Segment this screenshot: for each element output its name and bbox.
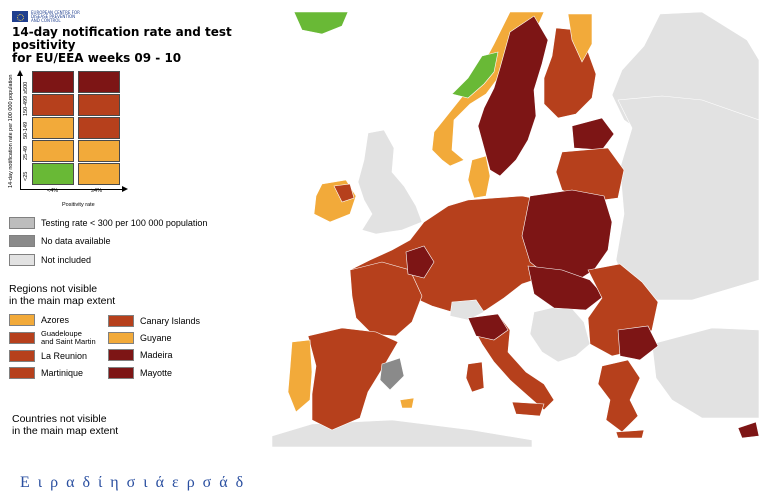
denmark — [467, 155, 491, 199]
estonia — [571, 117, 615, 151]
matrix-cell — [78, 94, 120, 116]
norway-green — [451, 51, 499, 99]
matrix-cell — [78, 71, 120, 93]
crete — [615, 429, 645, 439]
region-swatch — [108, 349, 134, 361]
europe-map — [272, 0, 759, 447]
norway-north — [293, 11, 349, 35]
balkans-not-included — [529, 303, 591, 363]
region-swatch — [9, 314, 35, 326]
legend-panel: EUROPEAN CENTRE FOR DISEASE PREVENTION A… — [0, 0, 272, 488]
balearic — [399, 397, 415, 409]
sweden — [477, 15, 549, 177]
matrix-cell — [32, 94, 74, 116]
matrix-cell — [78, 163, 120, 185]
legend-not-included-label: Not included — [41, 255, 92, 265]
france-west — [349, 261, 423, 337]
matrix-cell — [32, 117, 74, 139]
region-swatch — [9, 350, 35, 362]
row-label-25: <25 — [23, 171, 29, 181]
map-title: 14-day notification rate and test positi… — [12, 25, 232, 65]
ecdc-logo-icon — [12, 11, 28, 22]
matrix-cell — [78, 140, 120, 162]
row-label-500: ≥500 — [23, 81, 29, 94]
matrix-cell — [32, 71, 74, 93]
cyprus — [737, 421, 759, 439]
legend-testing-label: Testing rate < 300 per 100 000 populatio… — [41, 218, 208, 228]
region-swatch — [108, 315, 134, 327]
finland-south — [567, 13, 593, 63]
turkey — [651, 327, 759, 419]
region-swatch — [9, 367, 35, 379]
logo-text: EUROPEAN CENTRE FOR DISEASE PREVENTION A… — [31, 10, 80, 23]
paris-region — [405, 245, 435, 279]
countries-note: Countries not visible in the main map ex… — [12, 413, 119, 437]
regions-heading: Regions not visible in the main map exte… — [9, 283, 116, 307]
sicily — [511, 401, 545, 417]
catalonia — [379, 357, 405, 391]
row-label-50-149: 50-149 — [23, 121, 29, 139]
region-swatch — [108, 332, 134, 344]
col-label-ge4: ≥4% — [91, 188, 102, 194]
y-axis-label: 14-day notification rate per 100 000 pop… — [8, 74, 14, 188]
bulgaria-dark — [617, 325, 659, 361]
switzerland — [449, 299, 485, 321]
matrix-cell — [78, 117, 120, 139]
x-axis-arrow — [20, 186, 128, 192]
y-axis-arrow — [17, 70, 23, 189]
matrix-cell — [32, 140, 74, 162]
greece — [597, 359, 641, 433]
russia-east — [615, 95, 759, 301]
hungary-slovakia — [527, 265, 605, 311]
portugal — [287, 339, 313, 413]
footer-text: Ε ι ρ α δ ί η σ ι ά ε ρ σ ά δ — [20, 474, 246, 491]
spain — [307, 327, 399, 431]
x-axis-label: Positivity rate — [62, 202, 95, 208]
swatch-no-data — [9, 235, 35, 247]
region-swatch — [9, 332, 35, 344]
swatch-testing — [9, 217, 35, 229]
row-label-25-49: 25-49 — [23, 145, 29, 160]
swatch-not-included — [9, 254, 35, 266]
sardinia — [465, 361, 485, 393]
northern-ireland — [333, 183, 355, 203]
col-label-lt4: <4% — [47, 188, 59, 194]
region-swatch — [108, 367, 134, 379]
ecdc-logo: EUROPEAN CENTRE FOR DISEASE PREVENTION A… — [12, 11, 92, 23]
row-label-150-499: 150-499 — [23, 95, 29, 116]
matrix-cell — [32, 163, 74, 185]
italy-north — [467, 313, 509, 341]
legend-no-data-label: No data available — [41, 236, 111, 246]
uk-great-britain — [357, 129, 423, 235]
